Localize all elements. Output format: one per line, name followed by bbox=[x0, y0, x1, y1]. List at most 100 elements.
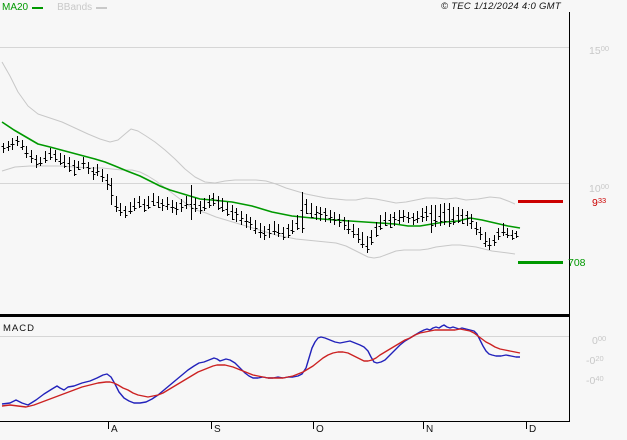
ohlc-bar bbox=[374, 222, 379, 237]
ohlc-bar bbox=[207, 195, 212, 208]
ohlc-bar bbox=[86, 162, 91, 174]
ohlc-bar bbox=[179, 199, 184, 212]
y-axis-label: 1500 bbox=[589, 44, 610, 57]
ohlc-bar bbox=[415, 211, 420, 223]
y-axis-label: 1000 bbox=[589, 182, 610, 195]
bbands-legend-label[interactable]: BBands bbox=[57, 2, 93, 13]
ohlc-bar bbox=[225, 202, 230, 216]
ohlc-bar bbox=[258, 223, 263, 238]
ohlc-bar bbox=[114, 196, 119, 212]
ohlc-bar bbox=[332, 212, 337, 225]
ohlc-bar bbox=[62, 155, 67, 168]
ohlc-bar bbox=[81, 157, 86, 169]
ohlc-bar bbox=[460, 209, 465, 224]
ohlc-bar bbox=[451, 207, 456, 225]
ohlc-bar bbox=[360, 232, 365, 248]
ohlc-bars bbox=[1, 136, 519, 253]
ohlc-bar bbox=[100, 169, 105, 182]
ohlc-bar bbox=[220, 198, 225, 212]
x-axis-label: S bbox=[214, 424, 221, 435]
ohlc-bar bbox=[109, 178, 114, 205]
ohlc-bar bbox=[456, 207, 461, 223]
ohlc-bar bbox=[6, 141, 11, 151]
ohlc-bar bbox=[286, 224, 291, 238]
ohlc-bar bbox=[505, 228, 510, 238]
ohlc-bar bbox=[146, 196, 151, 209]
ohlc-bar bbox=[295, 215, 300, 230]
ohlc-bar bbox=[239, 211, 244, 225]
ohlc-bar bbox=[267, 224, 272, 238]
ohlc-bar bbox=[346, 220, 351, 234]
ohlc-bar bbox=[351, 224, 356, 238]
ohlc-bar bbox=[365, 236, 370, 253]
ohlc-bar bbox=[20, 140, 25, 150]
x-axis-label: O bbox=[316, 424, 324, 435]
ohlc-bar bbox=[433, 205, 438, 227]
ohlc-bar bbox=[378, 215, 383, 230]
ohlc-bar bbox=[253, 220, 258, 234]
bollinger-upper-band bbox=[1, 61, 516, 205]
macd-signal-line bbox=[1, 328, 521, 408]
ohlc-bar bbox=[474, 222, 479, 235]
ohlc-bar bbox=[174, 202, 179, 215]
ohlc-bar bbox=[123, 206, 128, 218]
ma20-legend-label[interactable]: MA20 bbox=[2, 2, 29, 13]
x-axis-label: N bbox=[426, 424, 434, 435]
ohlc-bar bbox=[492, 235, 497, 246]
ohlc-bar bbox=[401, 210, 406, 222]
y-axis-label: -040 bbox=[586, 374, 604, 387]
ohlc-bar bbox=[356, 228, 361, 243]
ohlc-bar bbox=[1, 143, 6, 153]
ohlc-bar bbox=[91, 167, 96, 180]
ohlc-bar bbox=[290, 220, 295, 234]
ohlc-bar bbox=[48, 148, 53, 160]
ohlc-bar bbox=[272, 221, 277, 235]
ohlc-bar bbox=[29, 150, 34, 163]
ohlc-bar bbox=[411, 213, 416, 225]
y-axis-label: 933 bbox=[592, 196, 607, 209]
ohlc-bar bbox=[514, 231, 519, 238]
ohlc-bar bbox=[53, 150, 58, 162]
ohlc-bar bbox=[465, 211, 470, 226]
ohlc-bar bbox=[300, 192, 305, 233]
ohlc-bar bbox=[392, 212, 397, 226]
ohlc-bar bbox=[262, 226, 267, 240]
ohlc-bar bbox=[424, 206, 429, 221]
ohlc-bar bbox=[478, 227, 483, 240]
ohlc-bar bbox=[10, 138, 15, 150]
y-axis-label: 000 bbox=[592, 334, 607, 347]
ohlc-bar bbox=[142, 199, 147, 212]
ohlc-bar bbox=[342, 217, 347, 230]
ohlc-bar bbox=[510, 230, 515, 240]
ohlc-bar bbox=[38, 157, 43, 166]
ohlc-bar bbox=[496, 228, 501, 240]
ohlc-bar bbox=[72, 160, 77, 176]
ohlc-bar bbox=[202, 198, 207, 211]
ohlc-bar bbox=[34, 155, 39, 168]
ohlc-bar bbox=[397, 210, 402, 224]
ohlc-bar bbox=[156, 196, 161, 208]
ohlc-bar bbox=[132, 198, 137, 211]
ohlc-bar bbox=[281, 227, 286, 240]
ohlc-bar bbox=[165, 197, 170, 210]
ohlc-bar bbox=[118, 203, 123, 216]
ohlc-bar bbox=[76, 161, 81, 170]
ohlc-bar bbox=[105, 174, 110, 190]
macd-pane-title: MACD bbox=[3, 323, 35, 334]
ohlc-bar bbox=[337, 214, 342, 227]
ohlc-bar bbox=[58, 153, 63, 165]
ohlc-bar bbox=[95, 164, 100, 176]
ohlc-bar bbox=[309, 203, 314, 218]
ohlc-bar bbox=[388, 214, 393, 228]
ohlc-bar bbox=[429, 205, 434, 233]
ma20-line bbox=[1, 121, 521, 229]
ohlc-bar bbox=[198, 201, 203, 214]
ohlc-bar bbox=[487, 238, 492, 250]
ohlc-bar bbox=[160, 199, 165, 211]
ohlc-bar bbox=[483, 232, 488, 247]
y-axis-label: 708 bbox=[568, 257, 586, 269]
ohlc-bar bbox=[469, 214, 474, 229]
ohlc-bar bbox=[244, 214, 249, 228]
x-axis-label: D bbox=[529, 424, 537, 435]
